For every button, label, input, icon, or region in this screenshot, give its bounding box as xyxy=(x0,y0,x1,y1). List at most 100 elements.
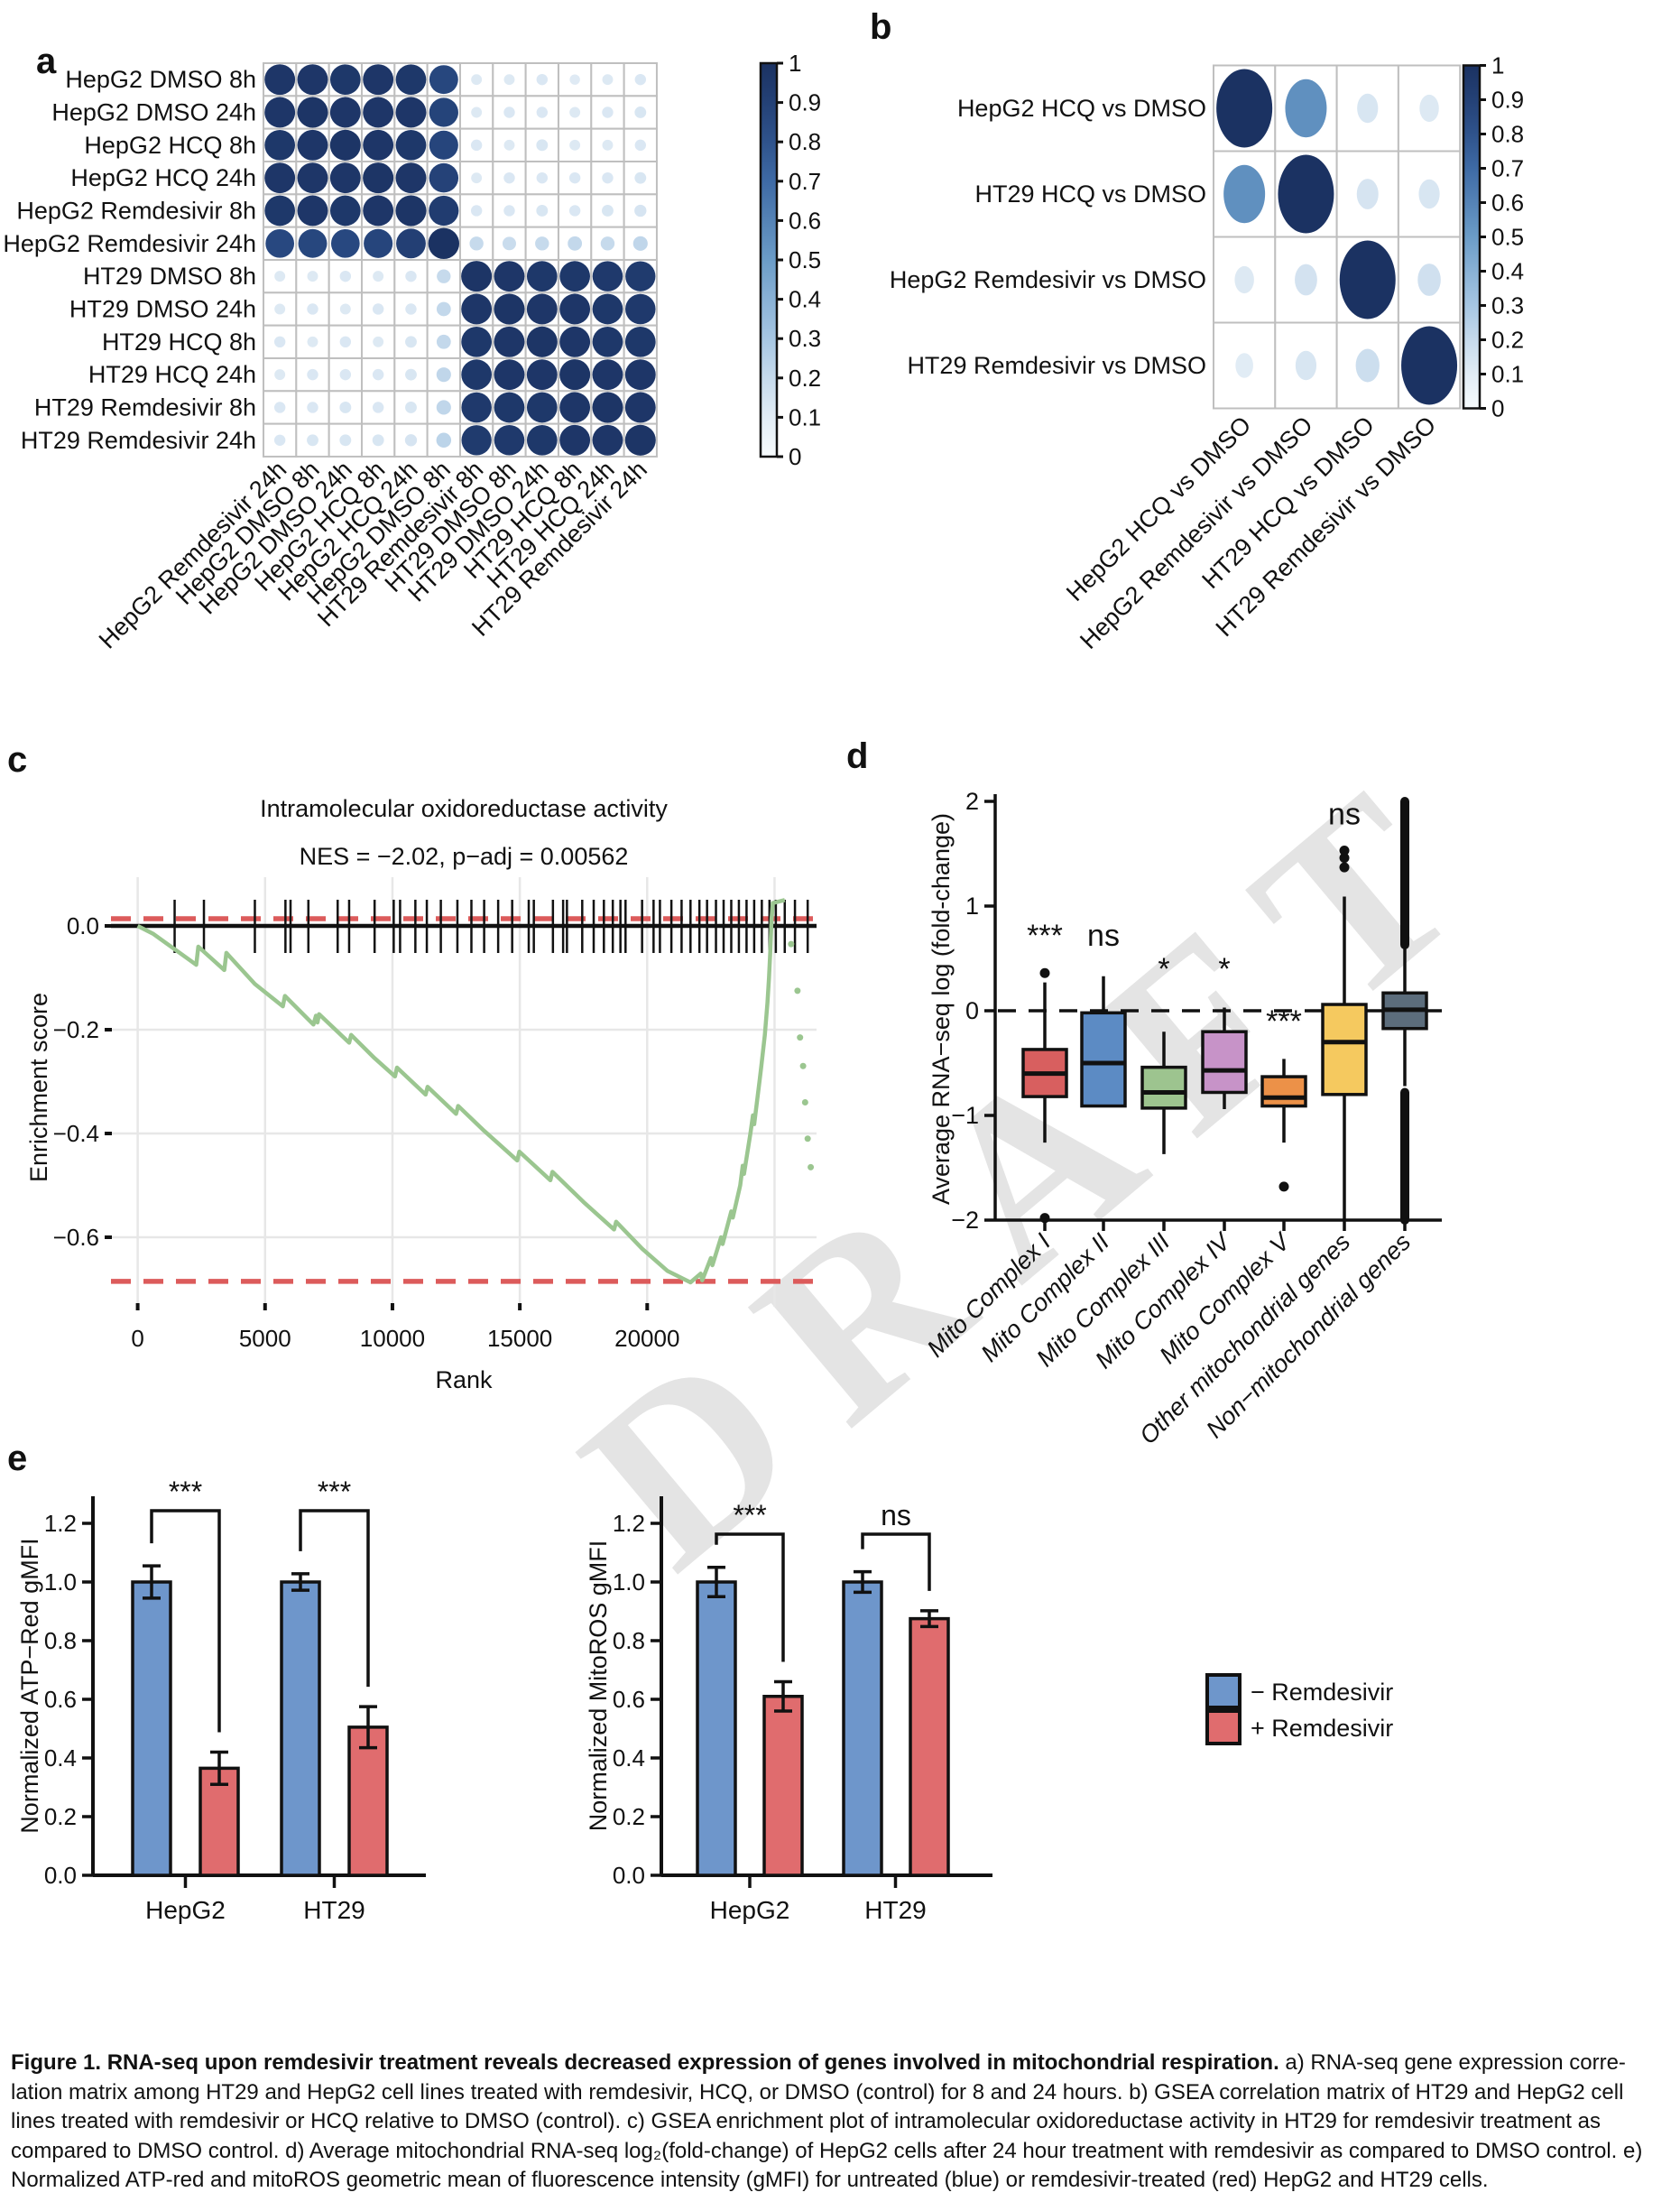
colorbar-tick-label: 0.2 xyxy=(789,365,821,392)
correlation-bubble xyxy=(1278,154,1334,234)
correlation-bubble xyxy=(602,106,614,118)
legend-swatch-minus-remdesivir xyxy=(1205,1673,1242,1709)
y-tick-label: 0.4 xyxy=(613,1744,645,1772)
correlation-bubble xyxy=(503,106,515,118)
correlation-bubble xyxy=(329,195,361,227)
caption-text: lation matrix among HT29 and HepG2 cell … xyxy=(11,2079,1624,2105)
correlation-bubble xyxy=(329,129,361,161)
correlation-bubble xyxy=(471,74,483,86)
panel-a-row-label: HT29 HCQ 24h xyxy=(88,361,256,388)
correlation-bubble xyxy=(372,368,384,381)
colorbar-tick-label: 0.1 xyxy=(1491,361,1524,388)
correlation-bubble xyxy=(1339,240,1396,319)
colorbar-tick-label: 0.8 xyxy=(789,128,821,155)
correlation-bubble xyxy=(559,359,591,391)
panel-b-row-label: HepG2 HCQ vs DMSO xyxy=(957,95,1206,122)
correlation-bubble xyxy=(1417,264,1441,296)
legend-label: − Remdesivir xyxy=(1251,1679,1393,1706)
caption-bold-title: Figure 1. RNA-seq upon remdesivir treatm… xyxy=(11,2050,1279,2075)
correlation-bubble xyxy=(634,139,646,152)
correlation-bubble xyxy=(503,139,515,151)
y-tick-label: −0.6 xyxy=(53,1224,99,1251)
correlation-bubble xyxy=(405,402,417,413)
correlation-bubble xyxy=(1216,69,1273,148)
atp-red-y-axis-title: Normalized ATP−Red gMFI xyxy=(16,1538,43,1833)
correlation-bubble xyxy=(470,139,483,152)
correlation-bubble xyxy=(624,359,656,391)
bar-untreated-ht29 xyxy=(842,1580,883,1877)
colorbar-tick-label: 0 xyxy=(1491,395,1504,422)
panel-a-row-label: HT29 HCQ 8h xyxy=(102,328,256,356)
box-other-mitochondrial-genes xyxy=(1321,1003,1368,1096)
correlation-bubble xyxy=(429,65,458,95)
correlation-bubble xyxy=(503,171,515,184)
correlation-bubble xyxy=(373,336,384,347)
caption-text: compared to DMSO control. d) Average mit… xyxy=(11,2138,1643,2163)
correlation-bubble xyxy=(461,392,492,423)
correlation-bubble xyxy=(625,293,656,325)
correlation-bubble xyxy=(536,73,549,86)
y-tick-label: 1.2 xyxy=(613,1510,645,1537)
correlation-bubble xyxy=(469,236,484,251)
colorbar-tick-label: 0.9 xyxy=(1491,87,1524,114)
correlation-bubble xyxy=(625,261,656,291)
correlation-bubble xyxy=(568,205,581,217)
colorbar-tick-label: 0.8 xyxy=(1491,121,1524,148)
colorbar-tick-label: 0.7 xyxy=(789,168,821,195)
panel-label-c: c xyxy=(7,740,28,780)
y-tick-label: 0.6 xyxy=(613,1686,645,1713)
correlation-bubble xyxy=(264,129,296,161)
gsea-stats-subtitle: NES = −2.02, p−adj = 0.00562 xyxy=(300,843,629,870)
correlation-bubble xyxy=(559,424,591,456)
mitoros-y-axis-title: Normalized MitoROS gMFI xyxy=(585,1540,612,1832)
y-tick-label: 0.0 xyxy=(44,1862,77,1889)
panel-b-row-label: HT29 HCQ vs DMSO xyxy=(974,180,1206,208)
x-tick-label: 20000 xyxy=(614,1325,679,1352)
y-tick-label: 0.8 xyxy=(44,1627,77,1654)
gsea-y-axis-title: Enrichment score xyxy=(25,993,52,1182)
correlation-bubble xyxy=(372,402,384,413)
caption-line: compared to DMSO control. d) Average mit… xyxy=(11,2137,1675,2167)
y-tick-label: 0.0 xyxy=(67,912,99,939)
correlation-bubble xyxy=(494,261,525,292)
significance-label: ns xyxy=(1328,798,1361,832)
correlation-bubble xyxy=(470,205,483,217)
panel-a-row-label: HepG2 DMSO 24h xyxy=(51,98,256,125)
caption-text: a) RNA-seq gene expression corre- xyxy=(1278,2050,1626,2075)
gsea-x-axis-title: Rank xyxy=(435,1366,493,1393)
correlation-bubble xyxy=(404,434,418,447)
correlation-bubble xyxy=(632,236,648,251)
correlation-bubble xyxy=(264,97,296,128)
correlation-bubble xyxy=(592,392,623,423)
correlation-bubble xyxy=(559,326,591,357)
correlation-bubble xyxy=(569,106,581,118)
significance-label: *** xyxy=(169,1476,202,1508)
bar-untreated-hepg2 xyxy=(131,1580,172,1877)
panel-a-row-label: HepG2 HCQ 8h xyxy=(84,132,256,159)
panel-a-sample-correlation-matrix: HepG2 DMSO 8h HepG2 DMSO 24h HepG2 HCQ 8h H… xyxy=(3,50,821,654)
y-tick-label: 2 xyxy=(965,788,979,815)
panel-a-row-label: HT29 DMSO 24h xyxy=(69,295,256,322)
group-label: HepG2 xyxy=(145,1896,226,1924)
caption-line: Normalized ATP-red and mitoROS geometric… xyxy=(11,2166,1675,2196)
colorbar-tick-label: 0.5 xyxy=(1491,224,1524,251)
correlation-bubble xyxy=(297,195,328,227)
correlation-bubble xyxy=(536,106,549,118)
matrix-cell xyxy=(1397,236,1462,324)
correlation-bubble xyxy=(329,97,361,128)
correlation-bubble xyxy=(559,293,591,325)
correlation-bubble xyxy=(273,402,286,413)
enrichment-curve-dot xyxy=(801,1099,808,1106)
y-tick-label: −2 xyxy=(951,1207,979,1234)
correlation-bubble xyxy=(307,271,318,282)
caption-line: lation matrix among HT29 and HepG2 cell … xyxy=(11,2078,1675,2108)
y-tick-label: 1 xyxy=(965,893,979,920)
correlation-bubble xyxy=(372,303,384,315)
caption-text: Normalized ATP-red and mitoROS geometric… xyxy=(11,2168,1489,2193)
correlation-bubble xyxy=(307,303,318,315)
colorbar-tick-label: 0.3 xyxy=(1491,292,1524,319)
correlation-bubble xyxy=(1419,94,1439,123)
correlation-bubble xyxy=(274,303,286,315)
colorbar xyxy=(759,61,779,458)
correlation-bubble xyxy=(503,205,515,217)
